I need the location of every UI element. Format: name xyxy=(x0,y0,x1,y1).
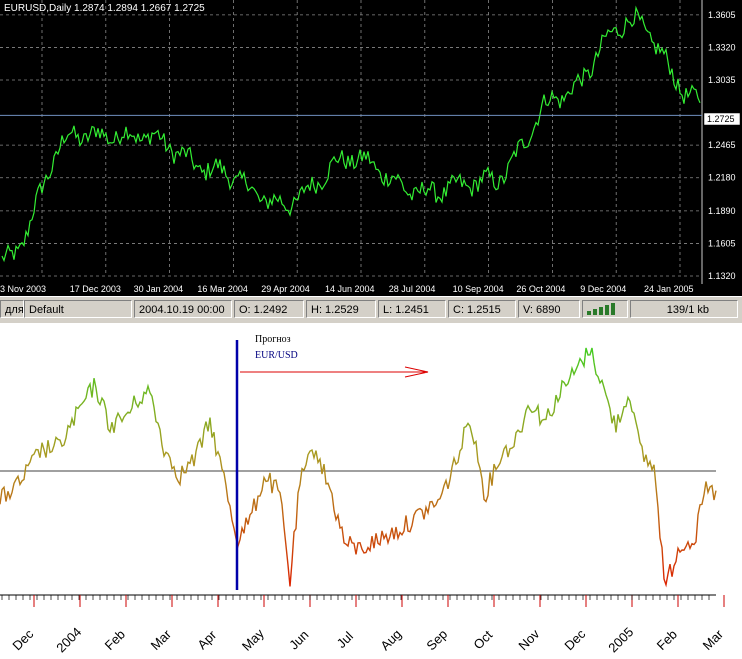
price-tick-label: 1.3605 xyxy=(708,10,736,20)
month-label: Dec xyxy=(9,626,36,653)
status-low: L: 1.2451 xyxy=(378,300,446,318)
date-tick-label: 10 Sep 2004 xyxy=(453,284,504,294)
status-profile[interactable]: Default xyxy=(24,300,132,318)
month-label: Feb xyxy=(654,627,680,653)
status-prefix: для xyxy=(0,300,24,318)
forecast-label: Прогноз xyxy=(255,334,291,345)
date-tick-label: 9 Dec 2004 xyxy=(580,284,626,294)
date-tick-label: 14 Jun 2004 xyxy=(325,284,375,294)
status-volume: V: 6890 xyxy=(518,300,580,318)
month-label: 2005 xyxy=(605,624,636,655)
month-label: Jul xyxy=(334,629,356,651)
time-ticks xyxy=(1,595,725,607)
status-open: O: 1.2492 xyxy=(234,300,304,318)
price-tick-label: 1.3320 xyxy=(708,42,736,52)
arrow-head xyxy=(404,366,429,378)
chart-header: EURUSD,Daily 1.2874 1.2894 1.2667 1.2725 xyxy=(4,3,205,14)
date-axis: 3 Nov 2003 17 Dec 2003 30 Jan 2004 16 Mar 2… xyxy=(0,284,694,294)
price-chart[interactable]: EURUSD,Daily 1.2874 1.2894 1.2667 1.2725… xyxy=(0,0,742,296)
status-bar: для Default 2004.10.19 00:00 O: 1.2492 H… xyxy=(0,296,742,323)
date-tick-label: 16 Mar 2004 xyxy=(197,284,248,294)
price-tick-label: 1.1890 xyxy=(708,206,736,216)
forecast-line xyxy=(0,347,717,588)
symbol-label: EUR/USD xyxy=(255,350,298,361)
status-traffic: 139/1 kb xyxy=(630,300,738,318)
month-label: Mar xyxy=(700,626,727,653)
status-datetime: 2004.10.19 00:00 xyxy=(134,300,232,318)
date-tick-label: 29 Apr 2004 xyxy=(261,284,310,294)
current-price-label: 1.2725 xyxy=(707,114,735,124)
price-chart-canvas[interactable]: EURUSD,Daily 1.2874 1.2894 1.2667 1.2725… xyxy=(0,0,742,296)
current-price-box xyxy=(703,112,741,126)
date-tick-label: 28 Jul 2004 xyxy=(389,284,436,294)
month-label: Apr xyxy=(194,627,219,652)
chart-grid xyxy=(0,0,703,284)
connection-bars-icon xyxy=(582,300,628,318)
price-line xyxy=(1,5,701,263)
price-axis: 1.3605 1.3320 1.3035 1.2465 1.2180 1.1890 1.16… xyxy=(708,10,736,281)
month-label: May xyxy=(239,625,267,653)
price-tick-label: 1.2465 xyxy=(708,140,736,150)
forecast-chart-canvas: Прогноз EUR/USD Dec 2004 Feb Mar Apr May Jun Ju… xyxy=(0,334,727,655)
month-label: Sep xyxy=(423,626,450,653)
price-tick-label: 1.1605 xyxy=(708,238,736,248)
month-label: Jun xyxy=(286,627,311,652)
month-label: 2004 xyxy=(53,624,84,655)
forecast-chart: Прогноз EUR/USD Dec 2004 Feb Mar Apr May Jun Ju… xyxy=(0,323,742,659)
status-close: C: 1.2515 xyxy=(448,300,516,318)
status-high: H: 1.2529 xyxy=(306,300,376,318)
price-tick-label: 1.2180 xyxy=(708,173,736,183)
price-tick-label: 1.1320 xyxy=(708,271,736,281)
month-labels: Dec 2004 Feb Mar Apr May Jun Jul Aug Sep Oct Nov Dec… xyxy=(9,624,726,655)
date-tick-label: 17 Dec 2003 xyxy=(70,284,121,294)
month-label: Dec xyxy=(561,626,588,653)
price-tick-label: 1.3035 xyxy=(708,75,736,85)
date-tick-label: 24 Jan 2005 xyxy=(644,284,694,294)
date-tick-label: 30 Jan 2004 xyxy=(134,284,184,294)
month-label: Mar xyxy=(148,626,175,653)
date-tick-label: 3 Nov 2003 xyxy=(0,284,46,294)
month-label: Oct xyxy=(470,627,495,652)
month-label: Feb xyxy=(102,627,128,653)
month-label: Aug xyxy=(377,626,404,653)
date-tick-label: 26 Oct 2004 xyxy=(516,284,565,294)
month-label: Nov xyxy=(515,626,542,653)
